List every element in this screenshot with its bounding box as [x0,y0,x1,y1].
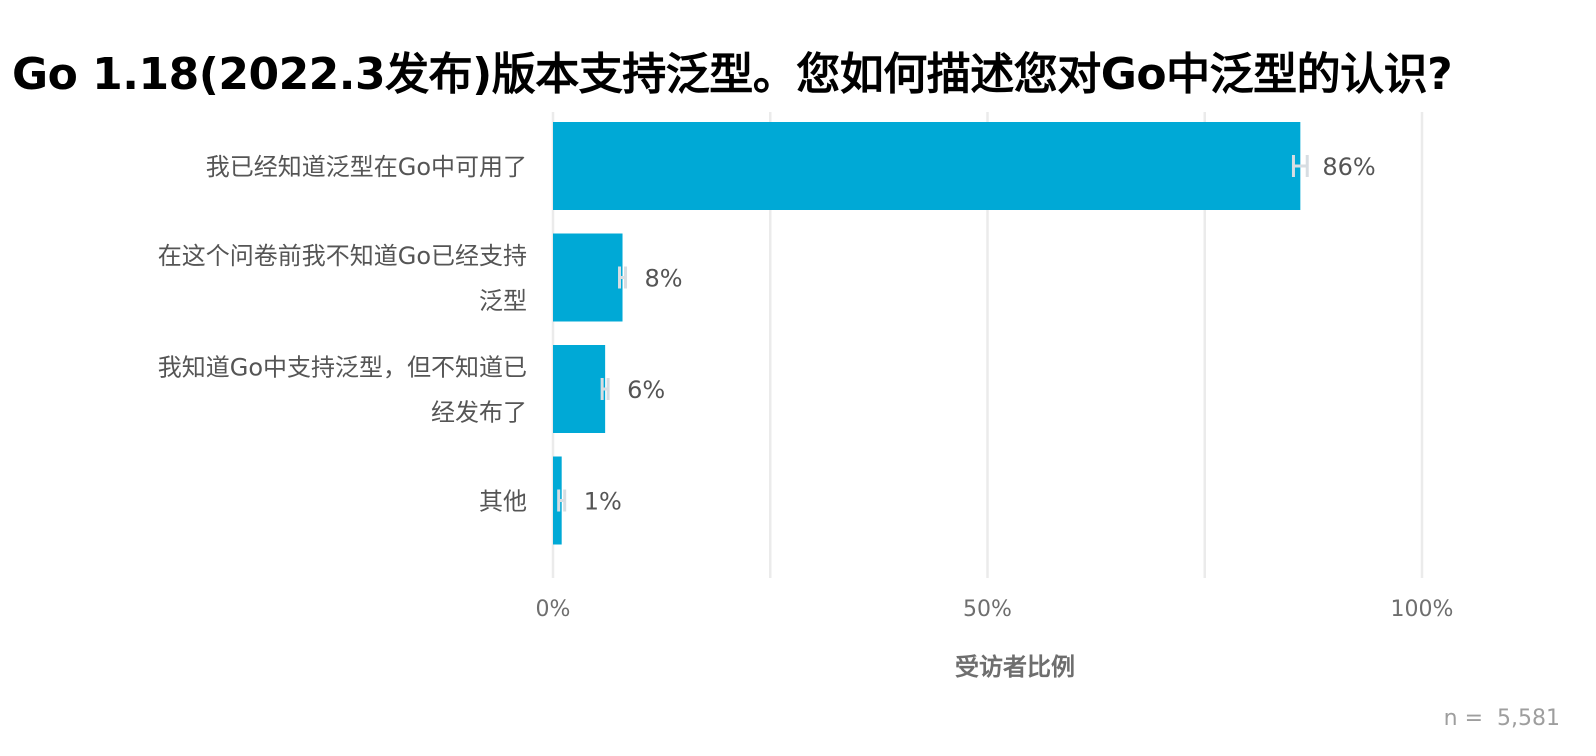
x-axis-ticks: 0% 50% 100% [536,597,1454,622]
x-axis-label: 受访者比例 [955,653,1075,681]
category-label: 其他 [479,488,527,516]
bar [553,345,606,433]
error-bar [618,266,628,289]
x-tick-label: 0% [536,597,571,622]
category-label: 我知道Go中支持泛型，但不知道已 [158,354,527,382]
bar [553,122,1301,210]
category-labels: 我已经知道泛型在Go中可用了在这个问卷前我不知道Go已经支持泛型我知道Go中支持… [158,153,527,516]
bar [553,233,623,322]
chart-title: Go 1.18(2022.3发布)版本支持泛型。您如何描述您对Go中泛型的认识? [12,49,1453,100]
category-label: 泛型 [479,287,527,315]
value-label: 8% [645,265,683,293]
value-label: 1% [584,488,622,516]
value-label: 6% [627,376,665,404]
sample-size-note: n = 5,581 [1443,706,1560,731]
error-bar [1291,155,1309,177]
x-tick-label: 100% [1391,597,1454,622]
error-bar [600,378,610,400]
category-label: 经发布了 [431,399,527,427]
x-tick-label: 50% [963,597,1012,622]
category-label: 我已经知道泛型在Go中可用了 [206,153,527,181]
category-label: 在这个问卷前我不知道Go已经支持 [158,242,527,270]
value-label: 86% [1322,153,1375,181]
error-bar [557,489,567,512]
bars: 86% 8% 6% 1% [553,122,1376,545]
